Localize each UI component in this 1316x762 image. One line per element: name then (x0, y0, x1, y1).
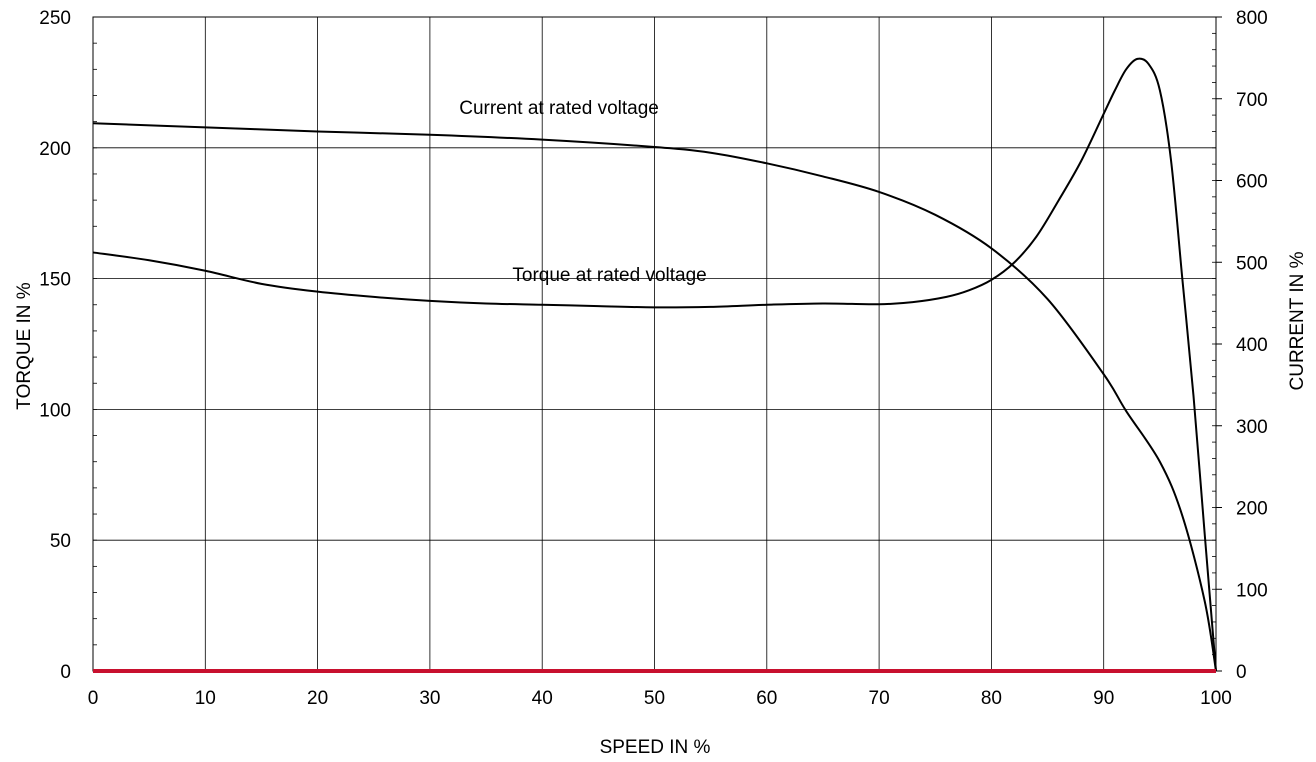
x-tick-label: 90 (1093, 688, 1114, 709)
x-tick-label: 60 (756, 688, 777, 709)
y-right-tick-label: 800 (1236, 8, 1268, 29)
x-tick-label: 100 (1200, 688, 1232, 709)
current-curve-label: Current at rated voltage (459, 98, 659, 119)
y-right-tick-label: 600 (1236, 172, 1268, 193)
x-tick-label: 80 (981, 688, 1002, 709)
y-right-tick-label: 100 (1236, 580, 1268, 601)
x-tick-label: 70 (869, 688, 890, 709)
y-axis-right-label: CURRENT IN % (1287, 251, 1308, 390)
y-right-tick-label: 500 (1236, 253, 1268, 274)
y-right-tick-label: 400 (1236, 335, 1268, 356)
x-tick-label: 10 (195, 688, 216, 709)
annotation-layer: Current at rated voltage Torque at rated … (459, 98, 707, 286)
y-right-tick-label: 700 (1236, 90, 1268, 111)
x-axis-label: SPEED IN % (600, 737, 711, 758)
torque-curve (92, 57, 1217, 672)
y-axis-left-label: TORQUE IN % (14, 282, 35, 409)
series-layer (92, 57, 1217, 673)
y-left-tick-label: 150 (39, 270, 71, 291)
current-curve (92, 122, 1217, 672)
y-left-tick-label: 50 (50, 531, 71, 552)
y-left-tick-label: 100 (39, 400, 71, 421)
tick-layer: 0 10 20 30 40 50 60 70 80 90 100050100150200250010… (39, 8, 1267, 709)
y-right-tick-label: 300 (1236, 417, 1268, 438)
y-left-tick-label: 200 (39, 139, 71, 160)
y-left-tick-label: 0 (60, 662, 71, 683)
y-right-tick-label: 200 (1236, 499, 1268, 520)
x-tick-label: 30 (419, 688, 440, 709)
x-tick-label: 50 (644, 688, 665, 709)
x-tick-label: 20 (307, 688, 328, 709)
torque-curve-label: Torque at rated voltage (512, 265, 706, 286)
x-tick-label: 40 (532, 688, 553, 709)
y-left-tick-label: 250 (39, 8, 71, 29)
y-right-tick-label: 0 (1236, 662, 1247, 683)
x-tick-label: 0 (88, 688, 99, 709)
